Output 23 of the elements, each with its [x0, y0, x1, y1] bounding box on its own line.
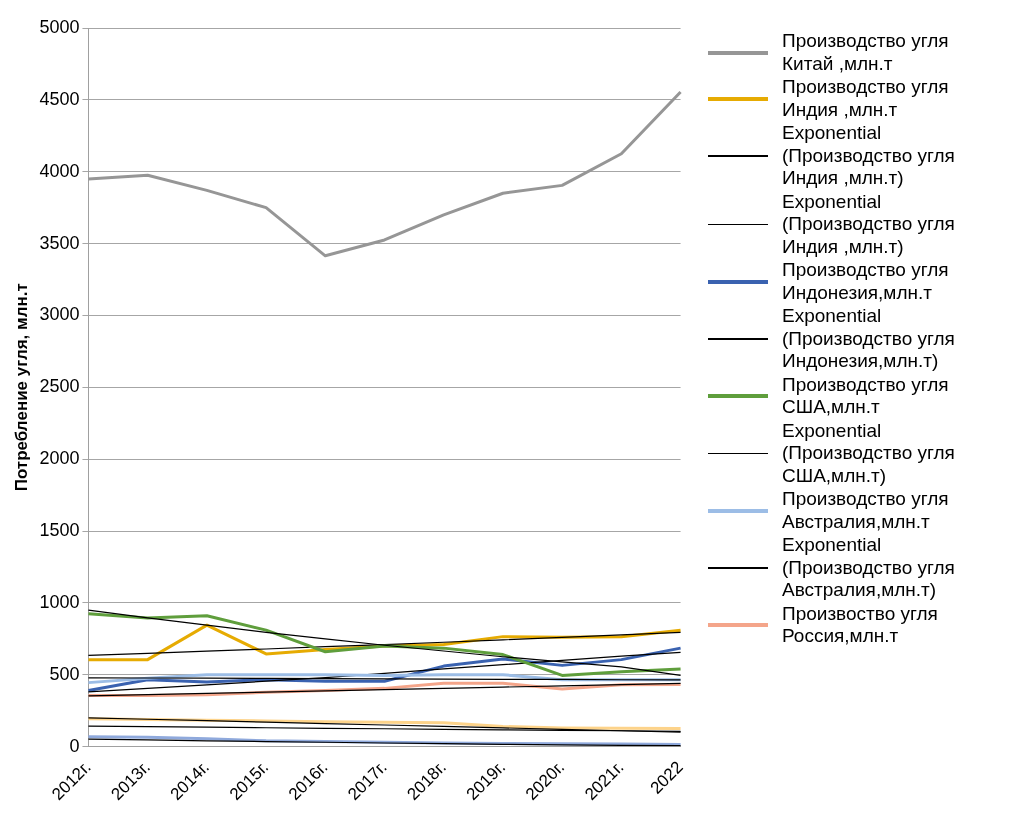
legend-label: Exponential (Производство угля Индия ,млн.т): [782, 190, 956, 258]
legend-label: Производство угля Китай ,млн.т: [782, 30, 950, 75]
legend-label: Производство угля Индия ,млн.т: [782, 76, 950, 121]
y-tick-label: 500: [49, 663, 80, 684]
y-tick-label: 3000: [39, 304, 80, 325]
legend-label: Exponential (Производство угля Индонезия,млн.т): [782, 305, 956, 373]
y-tick-label: 2000: [39, 448, 80, 469]
legend-label: Производство угля США,млн.т: [782, 373, 950, 419]
y-tick-label: 1000: [39, 591, 80, 612]
y-tick-label: 1500: [39, 519, 80, 540]
y-tick-label: 4500: [39, 88, 80, 109]
legend-label: Произвоство угля Россия,млн.т: [782, 602, 939, 648]
y-tick-label: 2500: [39, 376, 80, 397]
legend-label: Exponential (Производство угля Австралия,млн.т): [782, 534, 956, 602]
legend-label: Производство угля Индонезия,млн.т: [782, 259, 950, 304]
legend-label: Exponential (Производство угля США,млн.т): [782, 419, 956, 487]
y-tick-label: 4000: [39, 160, 80, 181]
y-axis-title: Потребление угля, млн.т: [11, 283, 31, 492]
y-tick-label: 3500: [39, 232, 80, 253]
legend-label: Exponential (Производство угля Индия ,млн.т): [782, 122, 956, 190]
legend-label: Производство угля Австралия,млн.т: [782, 488, 950, 533]
y-tick-label: 5000: [39, 16, 80, 37]
y-tick-label: 0: [69, 735, 80, 756]
